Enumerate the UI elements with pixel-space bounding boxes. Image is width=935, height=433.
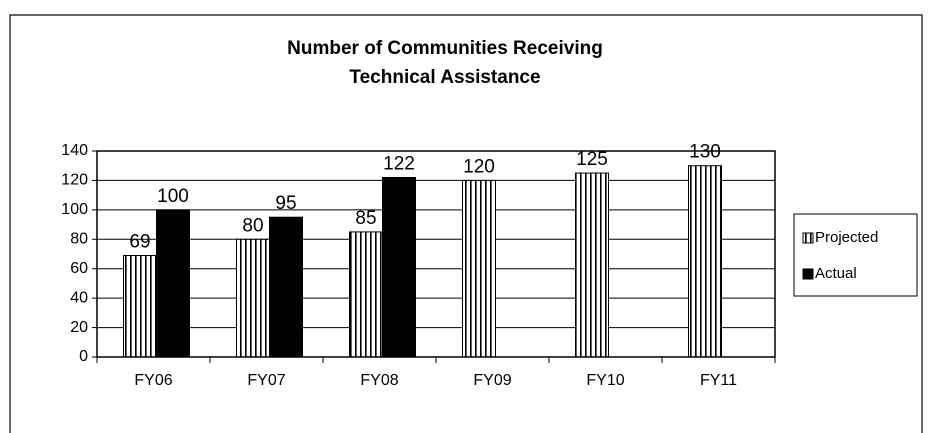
bar bbox=[123, 254, 157, 358]
value-label: 95 bbox=[275, 193, 296, 214]
bar bbox=[575, 172, 609, 358]
y-tick-label: 120 bbox=[61, 172, 88, 189]
value-label: 80 bbox=[242, 215, 263, 236]
value-label: 125 bbox=[576, 149, 608, 170]
x-tick-label: FY10 bbox=[586, 372, 624, 389]
legend-label: Projected bbox=[815, 229, 878, 246]
value-label: 122 bbox=[383, 154, 415, 175]
chart-title: Technical Assistance bbox=[349, 67, 540, 88]
bar bbox=[156, 209, 190, 358]
y-tick-label: 80 bbox=[70, 231, 88, 248]
x-tick-label: FY06 bbox=[134, 372, 172, 389]
legend-label: Actual bbox=[815, 265, 857, 282]
x-tick-label: FY07 bbox=[247, 372, 285, 389]
plot-border bbox=[96, 150, 776, 358]
legend-swatch bbox=[802, 232, 814, 244]
y-tick-label: 0 bbox=[79, 348, 88, 365]
x-tick-label: FY08 bbox=[360, 372, 398, 389]
bar bbox=[688, 165, 722, 358]
bar bbox=[462, 179, 496, 358]
y-tick-label: 100 bbox=[61, 201, 88, 218]
legend-swatch bbox=[802, 268, 814, 280]
bar bbox=[382, 176, 416, 358]
value-label: 69 bbox=[129, 231, 150, 252]
bar bbox=[269, 216, 303, 358]
x-tick-label: FY11 bbox=[700, 372, 737, 389]
value-label: 130 bbox=[689, 142, 721, 163]
y-tick-label: 20 bbox=[70, 319, 88, 336]
value-label: 85 bbox=[355, 208, 376, 229]
legend-box bbox=[793, 213, 918, 297]
bar bbox=[236, 238, 270, 358]
bar bbox=[349, 231, 383, 358]
value-label: 100 bbox=[157, 186, 189, 207]
x-tick-label: FY09 bbox=[473, 372, 511, 389]
y-tick-label: 60 bbox=[70, 260, 88, 277]
y-tick-label: 140 bbox=[61, 142, 88, 159]
y-tick-label: 40 bbox=[70, 289, 88, 306]
value-label: 120 bbox=[463, 156, 495, 177]
plot-area bbox=[97, 151, 775, 357]
chart-title: Number of Communities Receiving bbox=[287, 38, 603, 59]
